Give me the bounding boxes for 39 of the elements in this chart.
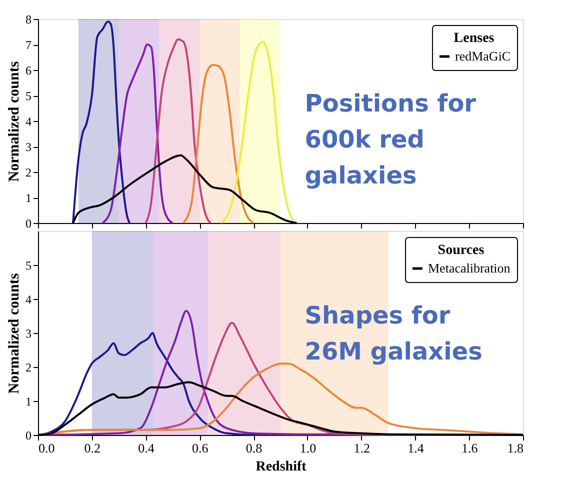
- line-series: [72, 20, 131, 224]
- legend-title: Lenses: [454, 31, 495, 46]
- legend-label: Metacalibration: [428, 260, 511, 276]
- y-axis-title: Normalized counts: [6, 61, 22, 182]
- y-tick-label: 4: [26, 114, 32, 128]
- annotation: Positions for 600k red galaxies: [304, 89, 476, 190]
- annotation: Shapes for 26M galaxies: [304, 301, 482, 366]
- x-tick-label: 1.0: [300, 440, 316, 456]
- legend-label: redMaGiC: [455, 48, 511, 64]
- y-tick-label: 2: [26, 360, 32, 374]
- x-tick-label: 0.2: [84, 440, 101, 456]
- x-tick-label: 1.6: [461, 440, 478, 456]
- line-series: [220, 40, 295, 224]
- y-tick-label: 5: [26, 89, 32, 103]
- x-axis-title: Redshift: [256, 460, 307, 474]
- y-tick-label: 1: [26, 394, 32, 408]
- y-axis-title: Normalized counts: [6, 273, 22, 394]
- line-series: [182, 64, 255, 224]
- legend-title: Sources: [438, 243, 485, 258]
- x-tick-label: 0.0: [38, 440, 55, 456]
- x-tick-label: 1.8: [507, 440, 524, 456]
- y-tick-label: 7: [26, 38, 32, 52]
- y-tick-label: 5: [26, 258, 32, 272]
- y-tick-label: 0: [26, 216, 32, 230]
- x-tick-label: 0.6: [192, 440, 209, 456]
- y-tick-label: 2: [26, 166, 32, 180]
- y-tick-label: 8: [26, 12, 32, 26]
- y-tick-label: 3: [26, 140, 32, 154]
- x-tick-label: 1.2: [354, 440, 370, 456]
- x-tick-label: 0.4: [138, 440, 155, 456]
- x-tick-label: 1.4: [408, 440, 424, 456]
- y-tick-label: 6: [26, 64, 32, 78]
- y-tick-label: 1: [26, 191, 32, 205]
- line-series: [102, 44, 174, 224]
- x-tick-label: 0.8: [246, 440, 262, 456]
- y-tick-label: 4: [26, 292, 32, 306]
- line-series: [144, 38, 212, 224]
- y-tick-label: 3: [26, 326, 32, 340]
- y-tick-label: 0: [26, 428, 32, 442]
